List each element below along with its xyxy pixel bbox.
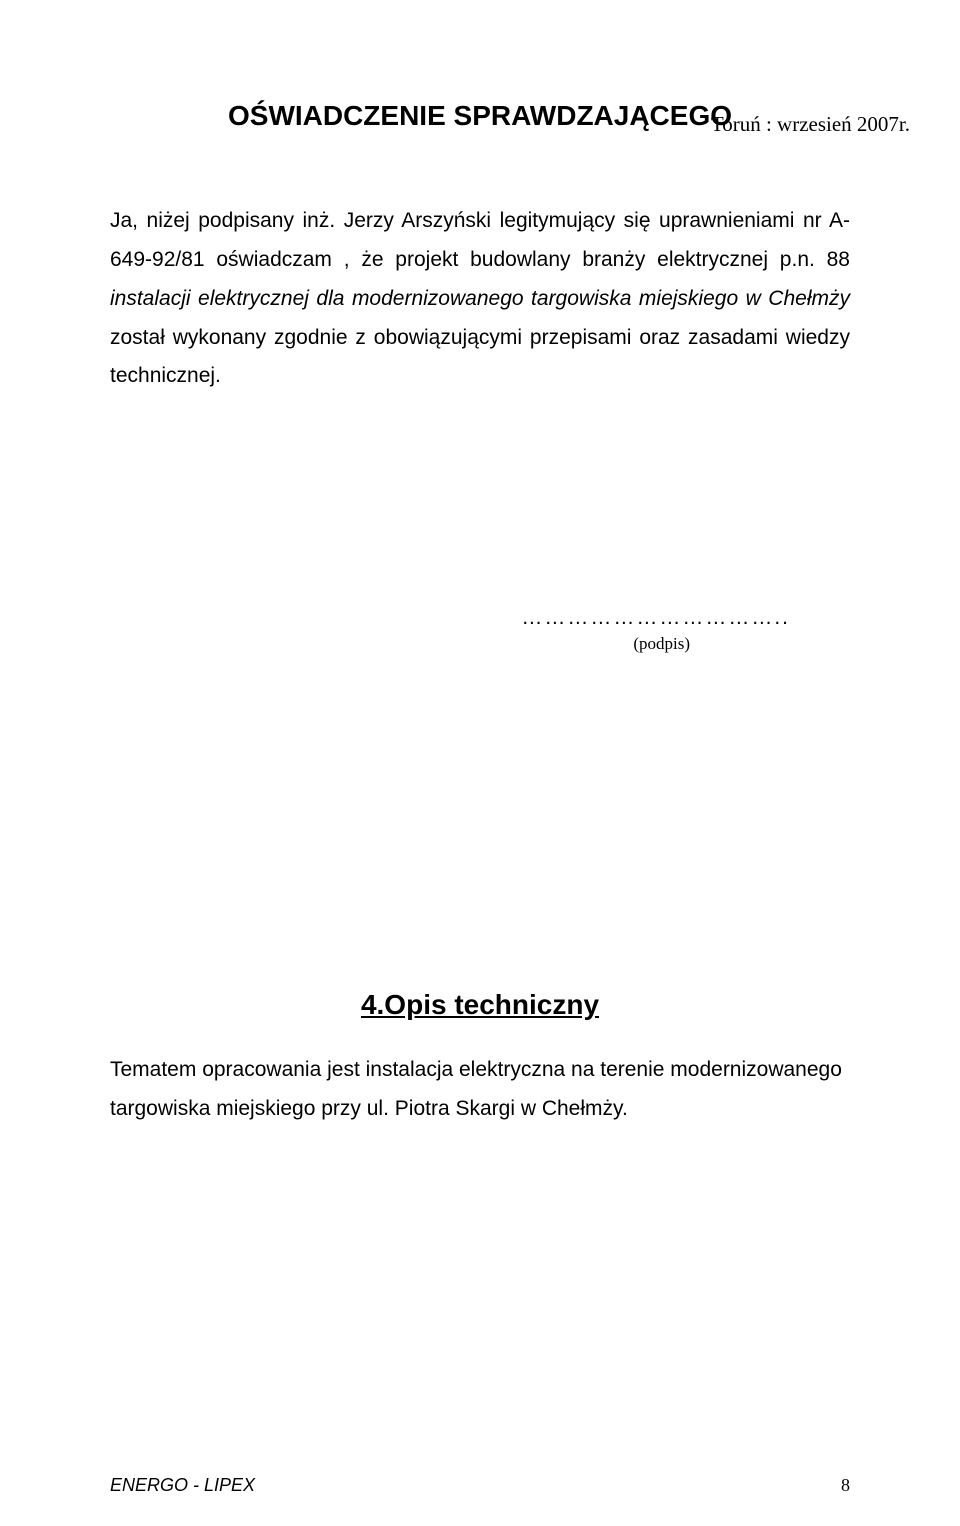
paragraph-lead: Ja, niżej podpisany inż. Jerzy Arszyński… [110, 209, 850, 271]
page-footer: ENERGO - LIPEX 8 [110, 1475, 850, 1496]
signature-block: …………………………….. (podpis) [110, 606, 850, 654]
signature-line: …………………………….. [110, 606, 790, 630]
declaration-paragraph: Ja, niżej podpisany inż. Jerzy Arszyński… [110, 202, 850, 396]
footer-page-number: 8 [841, 1475, 850, 1496]
signature-label: (podpis) [110, 634, 790, 654]
section-heading: 4.Opis techniczny [110, 989, 850, 1021]
paragraph-tail: został wykonany zgodnie z obowiązującymi… [110, 326, 850, 388]
footer-left: ENERGO - LIPEX [110, 1475, 255, 1496]
section-body: Tematem opracowania jest instalacja elek… [110, 1051, 850, 1129]
paragraph-italic: instalacji elektrycznej dla modernizowan… [110, 287, 850, 310]
header-location-date: Toruń : wrzesień 2007r. [711, 112, 910, 137]
